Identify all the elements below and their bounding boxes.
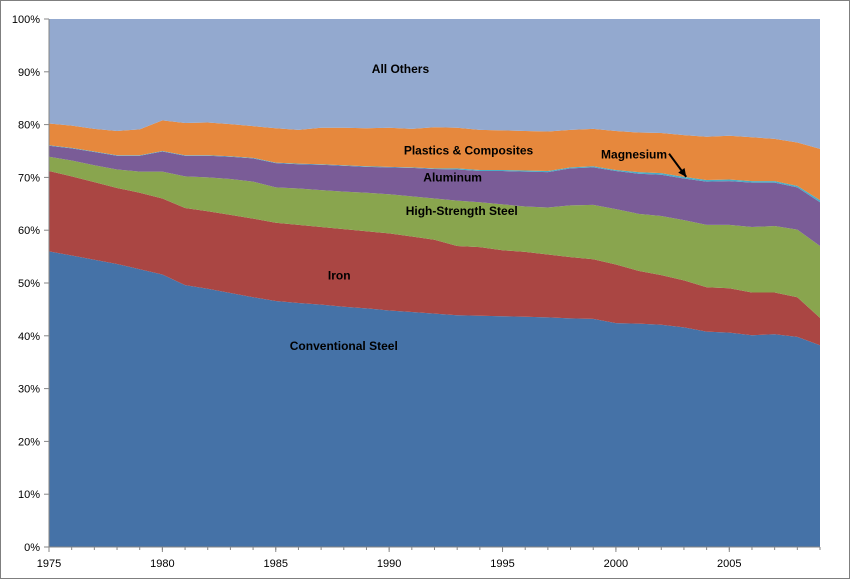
label-conventional-steel: Conventional Steel <box>290 339 398 353</box>
x-tick-label: 1985 <box>264 558 288 570</box>
axes: 0% 10% 20% 30% 40% 50% 60% 70% 80% 90% 100% 1975 198… <box>12 14 821 570</box>
x-tick-label: 1980 <box>150 558 174 570</box>
label-magnesium: Magnesium <box>601 148 667 162</box>
magnesium-arrow-head <box>678 168 687 177</box>
y-tick-label: 50% <box>18 278 40 290</box>
x-tick-label: 1995 <box>490 558 514 570</box>
y-tick-label: 0% <box>24 542 40 554</box>
series-areas <box>49 19 820 547</box>
label-iron: Iron <box>328 269 351 283</box>
y-tick-label: 70% <box>18 172 40 184</box>
x-tick-label: 1990 <box>377 558 401 570</box>
y-tick-label: 10% <box>18 489 40 501</box>
y-tick-label: 60% <box>18 225 40 237</box>
x-tick-label: 2000 <box>604 558 628 570</box>
y-tick-label: 100% <box>12 14 40 26</box>
y-tick-label: 20% <box>18 436 40 448</box>
y-tick-label: 80% <box>18 120 40 132</box>
y-tick-label: 30% <box>18 384 40 396</box>
y-tick-label: 40% <box>18 331 40 343</box>
label-all-others: All Others <box>372 62 430 76</box>
area-conventional-steel <box>49 251 820 547</box>
label-aluminum: Aluminum <box>423 170 482 184</box>
area-aluminum <box>49 145 820 247</box>
area-high-strength-steel <box>49 156 820 318</box>
area-plastics-composites <box>49 120 820 201</box>
series-labels: All Others Plastics & Composites Magnesium… <box>290 62 688 353</box>
x-tick-label: 2005 <box>717 558 741 570</box>
label-high-strength-steel: High-Strength Steel <box>406 204 518 218</box>
x-tick-label: 1975 <box>37 558 61 570</box>
label-plastics-composites: Plastics & Composites <box>404 143 534 157</box>
y-tick-label: 90% <box>18 67 40 79</box>
area-iron <box>49 171 820 346</box>
area-all-others <box>49 19 820 149</box>
